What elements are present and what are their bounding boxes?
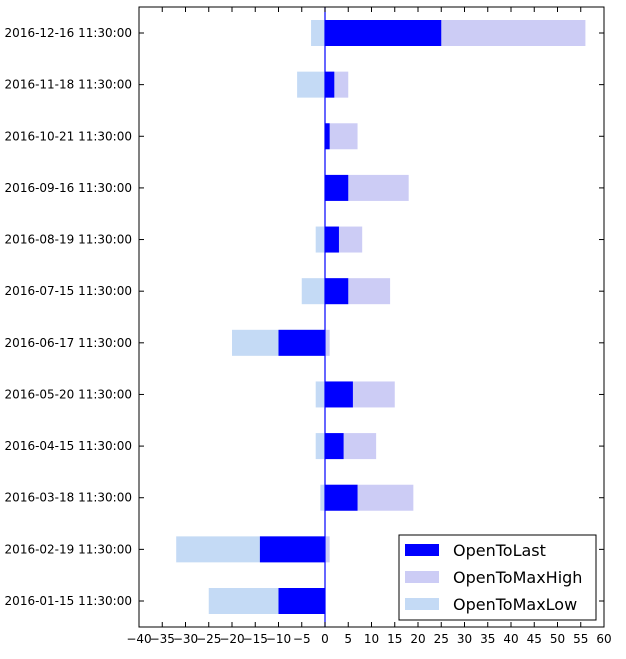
bar-opentomaxlow-4 [315, 381, 325, 408]
x-tick-label: −30 [173, 632, 198, 646]
plot-frame [138, 6, 605, 628]
x-tick-label: −10 [266, 632, 291, 646]
bar-opentolast-8 [325, 174, 349, 201]
x-tick-label: −40 [126, 632, 151, 646]
x-tick-label: 25 [434, 632, 449, 646]
x-tick-label: 30 [457, 632, 472, 646]
bar-opentomaxhigh-9 [325, 123, 358, 150]
bar-opentolast-10 [325, 71, 335, 98]
bar-opentolast-9 [325, 123, 330, 150]
legend-label-opentomaxhigh: OpenToMaxHigh [453, 568, 582, 587]
y-tick-label: 2016-06-17 11:30:00 [5, 336, 132, 350]
x-tick-label: 40 [503, 632, 518, 646]
x-tick-label: 10 [364, 632, 379, 646]
y-tick-label: 2016-05-20 11:30:00 [5, 387, 132, 401]
y-tick-label: 2016-08-19 11:30:00 [5, 233, 132, 247]
x-tick-label: 50 [550, 632, 565, 646]
bar-opentomaxlow-2 [320, 484, 325, 511]
bar-opentomaxhigh-5 [325, 329, 330, 356]
y-tick-label: 2016-12-16 11:30:00 [5, 26, 132, 40]
y-axis: 2016-01-15 11:30:00 2016-02-19 11:30:00 20… [5, 26, 604, 608]
x-tick-label: 15 [387, 632, 402, 646]
x-tick-label: 45 [527, 632, 542, 646]
bar-opentomaxlow-6 [301, 278, 325, 305]
x-axis: −40−35−30−25−20−15−10 −5 0 5 10 15 20 25 30 35 40 4… [126, 7, 612, 646]
legend: OpenToLast OpenToMaxHigh OpenToMaxLow [398, 534, 597, 621]
x-tick-label: 20 [410, 632, 425, 646]
x-tick-label: −20 [219, 632, 244, 646]
y-tick-label: 2016-01-15 11:30:00 [5, 594, 132, 608]
bar-opentolast-11 [325, 20, 442, 46]
bar-opentolast-5 [278, 329, 325, 356]
y-tick-label: 2016-02-19 11:30:00 [5, 542, 132, 556]
bar-opentolast-1 [259, 536, 325, 563]
bar-opentomaxhigh-1 [325, 536, 330, 563]
legend-label-opentolast: OpenToLast [453, 541, 546, 560]
y-tick-label: 2016-10-21 11:30:00 [5, 129, 132, 143]
bars-layer [176, 20, 586, 614]
y-tick-label: 2016-03-18 11:30:00 [5, 491, 132, 505]
y-tick-label: 2016-11-18 11:30:00 [5, 78, 132, 92]
bar-opentomaxlow-10 [297, 71, 325, 98]
y-tick-label: 2016-07-15 11:30:00 [5, 284, 132, 298]
legend-swatch-opentomaxhigh [405, 571, 439, 583]
y-tick-label: 2016-04-15 11:30:00 [5, 439, 132, 453]
x-tick-label: 55 [573, 632, 588, 646]
x-tick-label: −25 [196, 632, 221, 646]
x-tick-label: −35 [150, 632, 175, 646]
bar-opentolast-0 [278, 588, 325, 614]
legend-swatch-opentomaxlow [405, 598, 439, 610]
x-tick-label: −15 [243, 632, 268, 646]
bar-opentomaxlow-7 [315, 226, 325, 253]
bar-opentolast-3 [325, 433, 344, 460]
x-tick-label: 0 [321, 632, 329, 646]
x-tick-label: 35 [480, 632, 495, 646]
x-tick-label: 60 [596, 632, 611, 646]
bar-opentolast-4 [325, 381, 353, 408]
bar-opentomaxlow-3 [315, 433, 325, 460]
bar-opentolast-7 [325, 226, 339, 253]
bar-opentomaxlow-11 [311, 20, 325, 46]
legend-swatch-opentolast [405, 544, 439, 556]
y-tick-label: 2016-09-16 11:30:00 [5, 181, 132, 195]
x-tick-label: 5 [344, 632, 352, 646]
bar-opentolast-2 [325, 484, 358, 511]
x-tick-label: −5 [293, 632, 311, 646]
bar-opentolast-6 [325, 278, 349, 305]
legend-label-opentomaxlow: OpenToMaxLow [453, 595, 577, 614]
